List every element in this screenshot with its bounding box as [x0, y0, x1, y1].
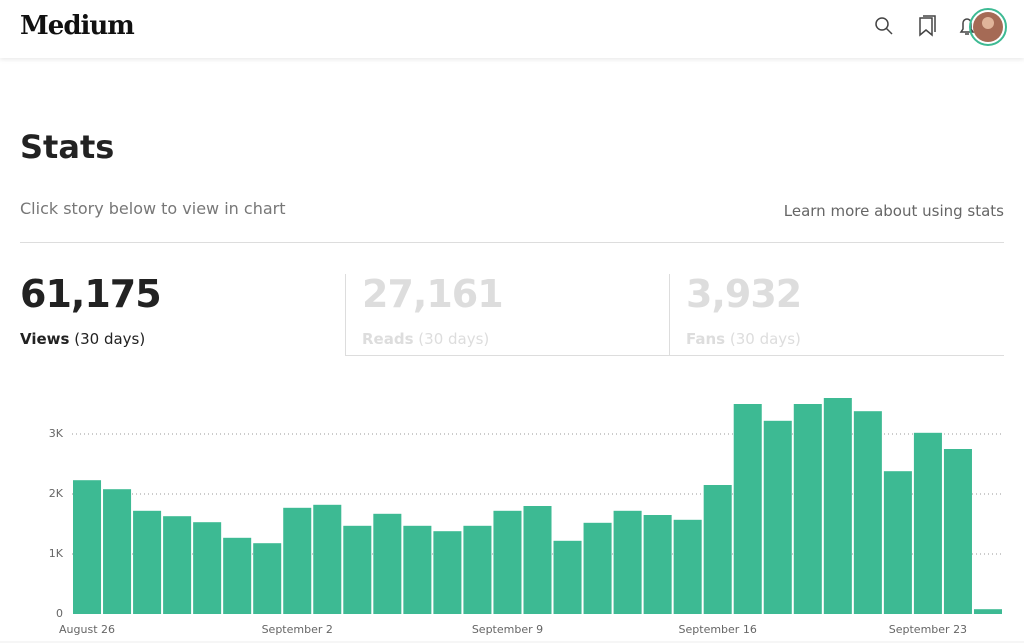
stat-value: 61,175 — [20, 272, 162, 316]
x-tick-label: August 26 — [59, 623, 115, 636]
bar — [133, 510, 162, 614]
stat-value: 27,161 — [362, 272, 504, 316]
bar — [883, 471, 912, 614]
header-icons — [875, 8, 1007, 46]
bar — [973, 609, 1002, 614]
header: Medium — [0, 0, 1024, 58]
bar — [943, 449, 972, 614]
help-link[interactable]: Learn more about using stats — [783, 202, 1004, 220]
divider — [20, 242, 1004, 243]
bar — [103, 489, 132, 614]
stat-period: (30 days) — [74, 330, 146, 348]
x-tick-label: September 9 — [472, 623, 543, 636]
bar — [403, 525, 432, 614]
stat-name: Fans — [686, 330, 726, 348]
bar — [343, 525, 372, 614]
bar — [823, 398, 852, 614]
y-tick-label: 3K — [49, 427, 64, 440]
bar — [583, 522, 612, 614]
stat-name: Views — [20, 330, 70, 348]
y-tick-label: 2K — [49, 487, 64, 500]
stat-period: (30 days) — [729, 330, 801, 348]
subtitle: Click story below to view in chart — [20, 199, 286, 218]
bar — [313, 504, 342, 614]
stat-tab[interactable]: 61,175 Views (30 days) — [20, 274, 345, 356]
bar — [493, 510, 522, 614]
x-tick-label: September 16 — [679, 623, 757, 636]
y-tick-label: 1K — [49, 547, 64, 560]
bookmarks-icon[interactable] — [919, 15, 936, 37]
chart: 0 1K 2K 3K August 26 September 2 September 9 Se… — [0, 398, 1024, 643]
bar — [433, 531, 462, 614]
bar — [163, 516, 192, 614]
bar — [253, 543, 282, 614]
x-tick-label: September 2 — [262, 623, 333, 636]
bar — [373, 513, 402, 614]
bar — [553, 540, 582, 614]
stat-value: 3,932 — [686, 272, 802, 316]
bar — [703, 485, 732, 614]
stat-label: Views (30 days) — [20, 330, 345, 348]
stat-label: Fans (30 days) — [686, 330, 1004, 348]
bar — [223, 537, 252, 614]
stat-period: (30 days) — [418, 330, 490, 348]
bar — [613, 510, 642, 614]
stat-name: Reads — [362, 330, 414, 348]
stat-label: Reads (30 days) — [362, 330, 669, 348]
bar — [853, 411, 882, 614]
bar — [193, 522, 222, 614]
bar — [673, 519, 702, 614]
page-title: Stats — [20, 128, 115, 166]
bar — [73, 480, 102, 614]
bar — [913, 432, 942, 614]
bar — [763, 420, 792, 614]
bar — [523, 506, 552, 614]
avatar[interactable] — [969, 8, 1007, 46]
stat-tab[interactable]: 27,161 Reads (30 days) — [345, 274, 669, 356]
bar — [643, 515, 672, 614]
bar — [463, 525, 492, 614]
x-tick-label: September 23 — [889, 623, 967, 636]
bar — [283, 507, 312, 614]
search-icon[interactable] — [875, 17, 893, 35]
bar — [793, 404, 822, 614]
stat-tab[interactable]: 3,932 Fans (30 days) — [669, 274, 1004, 356]
y-tick-label: 0 — [56, 607, 63, 620]
logo[interactable]: Medium — [20, 11, 135, 41]
bar — [733, 404, 762, 614]
